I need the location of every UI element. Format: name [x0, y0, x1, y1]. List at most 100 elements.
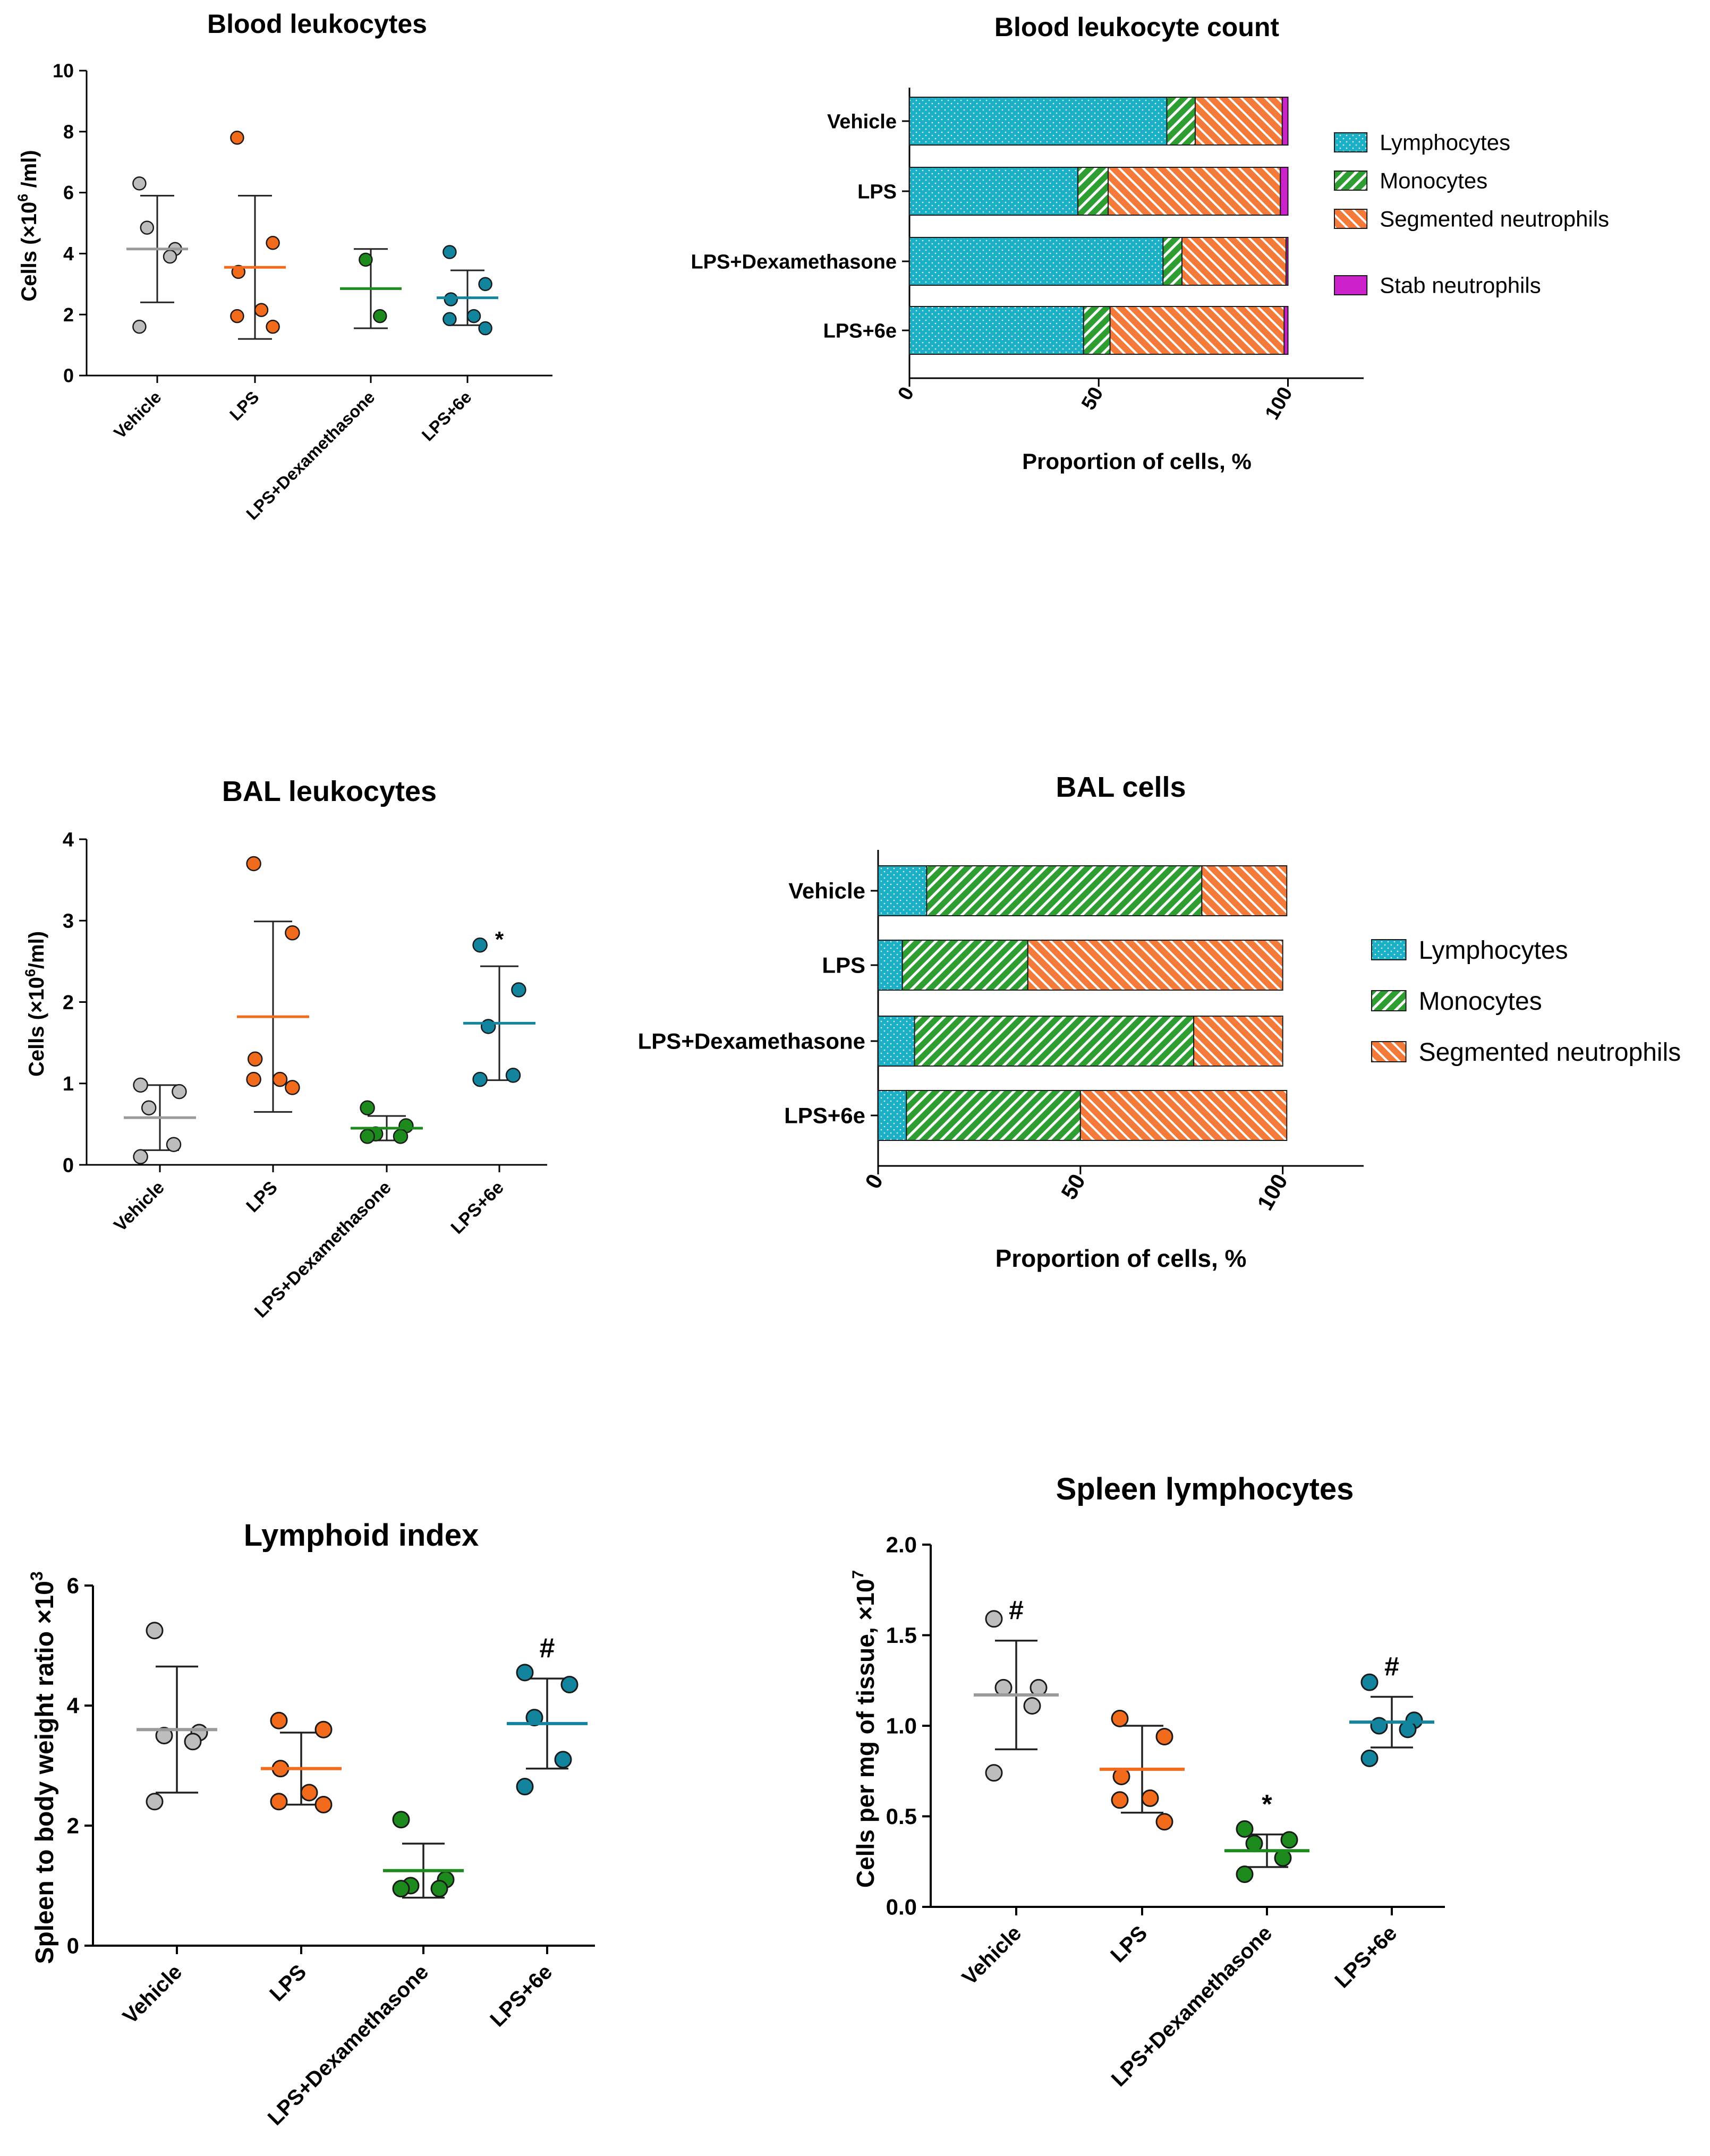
data-point	[1280, 1831, 1298, 1849]
data-point	[300, 1784, 318, 1802]
y-tick-label: 2	[63, 992, 74, 1014]
bar-segment-monocytes	[1162, 237, 1182, 286]
data-point	[184, 1733, 202, 1751]
data-point	[246, 1071, 261, 1087]
data-point	[360, 1100, 375, 1115]
y-tick-label: 2	[67, 1813, 79, 1838]
spleen-lymphocytes-chart: Spleen lymphocytes Cells per mg of tissu…	[849, 1472, 1445, 2091]
data-point	[392, 1880, 410, 1898]
legend-swatch-monocytes	[1334, 171, 1368, 191]
data-point	[392, 1811, 410, 1829]
blood-leukocyte-count-chart: Blood leukocyte count Proportion of cell…	[691, 12, 1609, 474]
data-point	[1399, 1720, 1417, 1739]
bar-segment-lymphocytes	[909, 306, 1084, 355]
chart-title: Spleen lymphocytes	[1056, 1472, 1354, 1506]
bar-segment-stab-neutrophils	[1281, 97, 1289, 146]
data-point	[1274, 1849, 1292, 1867]
y-tick-label: 6	[67, 1573, 79, 1598]
data-point	[1236, 1820, 1254, 1838]
legend-label-monocytes: Monocytes	[1419, 987, 1542, 1016]
data-point	[166, 1137, 182, 1152]
legend-swatch-lymphocytes	[1334, 132, 1368, 152]
y-tick-label: 2.0	[886, 1532, 917, 1557]
data-point	[133, 1077, 148, 1093]
x-category-label: Vehicle	[110, 1177, 168, 1235]
data-point	[985, 1610, 1003, 1628]
data-point	[443, 312, 457, 327]
significance-marker: #	[1384, 1651, 1399, 1681]
data-point	[246, 856, 261, 872]
data-point	[247, 1051, 263, 1067]
bar-segment-segmented-neutrophils	[1108, 167, 1281, 216]
data-point	[478, 321, 492, 336]
bar-segment-lymphocytes	[878, 1016, 915, 1067]
data-point	[393, 1129, 409, 1144]
data-point	[443, 245, 457, 259]
x-category-label: Vehicle	[118, 1960, 187, 2029]
data-point	[285, 1080, 300, 1095]
y-tick-label: 10	[53, 60, 74, 82]
data-point	[994, 1678, 1013, 1697]
legend-label-segmented-neutrophils: Segmented neutrophils	[1419, 1038, 1681, 1067]
y-category-label: Vehicle	[827, 110, 897, 133]
x-category-label: LPS	[1106, 1921, 1152, 1967]
x-category-label: LPS	[265, 1960, 311, 2006]
legend-label-segmented-neutrophils: Segmented neutrophils	[1380, 207, 1609, 232]
data-point	[360, 1129, 375, 1144]
x-category-label: LPS	[226, 387, 262, 424]
legend-swatch-monocytes	[1371, 990, 1407, 1011]
y-tick-label: 4	[63, 829, 74, 851]
data-point	[266, 236, 280, 250]
y-tick-label: 4	[67, 1693, 80, 1718]
data-point	[478, 277, 492, 292]
data-point	[560, 1675, 578, 1693]
y-tick-label: 0	[63, 1154, 74, 1177]
data-point	[1360, 1673, 1379, 1691]
bar-segment-monocytes	[901, 940, 1028, 991]
y-tick-label: 1.5	[886, 1623, 917, 1648]
x-category-label: LPS+6e	[486, 1960, 557, 2031]
data-point	[155, 1727, 173, 1744]
data-point	[270, 1711, 288, 1729]
data-point	[266, 319, 280, 334]
bar-segment-monocytes	[1077, 167, 1109, 216]
chart-title: Blood leukocyte count	[994, 12, 1280, 42]
data-point	[525, 1709, 543, 1727]
data-point	[231, 265, 246, 279]
significance-marker: *	[1262, 1789, 1272, 1819]
data-point	[1370, 1717, 1388, 1735]
x-category-label: LPS+6e	[447, 1177, 507, 1238]
y-category-label: LPS+Dexamethasone	[691, 251, 897, 273]
y-category-label: LPS	[822, 953, 865, 978]
data-point	[1245, 1835, 1263, 1853]
data-point	[172, 1084, 187, 1100]
data-point	[444, 292, 458, 306]
x-category-label: LPS+6e	[418, 387, 475, 445]
bar-segment-lymphocytes	[878, 865, 928, 916]
data-point	[272, 1071, 288, 1087]
bal-cells-chart: BAL cells Proportion of cells, % 0 50 100 V…	[638, 771, 1681, 1272]
legend-swatch-segmented-neutrophils	[1334, 209, 1368, 229]
data-point	[254, 303, 269, 317]
significance-marker: #	[1009, 1596, 1024, 1625]
data-point	[146, 1622, 164, 1640]
y-tick-label: 0.5	[886, 1804, 917, 1829]
legend-swatch-stab-neutrophils	[1334, 275, 1368, 295]
data-point	[480, 1019, 496, 1034]
bar-segment-segmented-neutrophils	[1109, 306, 1285, 355]
data-point	[1023, 1697, 1041, 1715]
bar-segment-stab-neutrophils	[1285, 237, 1289, 286]
data-point	[1111, 1791, 1129, 1809]
legend-label-monocytes: Monocytes	[1380, 168, 1487, 193]
data-point	[314, 1720, 333, 1739]
legend-label-lymphocytes: Lymphocytes	[1419, 936, 1568, 965]
bar-segment-lymphocytes	[909, 237, 1164, 286]
y-tick-label: 1	[63, 1073, 74, 1095]
bar-segment-lymphocytes	[909, 97, 1168, 146]
chart-title: BAL cells	[1056, 771, 1186, 803]
significance-marker: *	[495, 927, 504, 952]
bar-segment-monocytes	[1166, 97, 1196, 146]
data-point	[163, 249, 177, 264]
data-point	[472, 937, 488, 953]
data-point	[554, 1751, 572, 1769]
